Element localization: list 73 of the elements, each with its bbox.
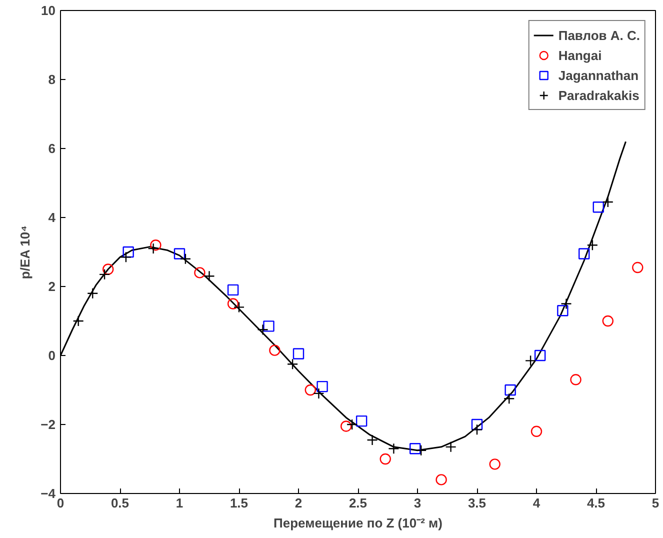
legend-label: Hangai: [558, 48, 602, 62]
y-tick-label: 8: [48, 72, 56, 87]
y-tick-label: 0: [48, 348, 56, 363]
point: [445, 441, 456, 453]
y-tick-label: 4: [48, 210, 56, 225]
y-tick-label: 2: [48, 279, 56, 294]
point: [530, 426, 542, 437]
point: [102, 264, 114, 275]
x-tick-label: 4.5: [586, 496, 606, 510]
point: [632, 262, 644, 274]
point: [204, 270, 215, 282]
point: [286, 358, 298, 370]
point: [578, 248, 590, 260]
point: [263, 320, 274, 332]
point: [534, 350, 546, 362]
point: [524, 355, 536, 366]
point: [227, 284, 239, 296]
y-tick-label: −2: [40, 417, 56, 432]
x-tick-label: 2: [294, 496, 302, 510]
legend-label: Павлов А. С.: [558, 28, 640, 42]
point: [292, 348, 304, 360]
point: [340, 420, 352, 432]
point: [504, 393, 515, 404]
point: [366, 434, 378, 446]
x-tick-label: 1: [176, 496, 184, 510]
legend-label: Paradrakakis: [558, 88, 640, 102]
x-tick-label: 5: [652, 496, 660, 510]
point: [570, 374, 582, 386]
point: [122, 246, 134, 258]
y-axis-title: p/EA 10⁴: [18, 225, 33, 280]
legend-label: Jagannathan: [558, 68, 639, 82]
x-tick-label: 2.5: [348, 496, 368, 510]
x-tick-label: 4: [532, 496, 541, 510]
point: [148, 242, 159, 254]
point: [194, 267, 206, 278]
point: [356, 415, 368, 427]
point: [313, 388, 324, 400]
point: [174, 248, 186, 260]
point: [304, 384, 316, 396]
x-axis-title: Перемещение по Z (10⁻² м): [274, 516, 442, 530]
point: [227, 298, 239, 310]
point: [120, 252, 132, 263]
point: [380, 453, 391, 465]
point: [150, 240, 162, 251]
y-tick-label: 10: [41, 3, 56, 18]
point: [557, 305, 568, 316]
point: [257, 324, 268, 336]
point: [602, 196, 614, 208]
point: [87, 288, 98, 299]
point: [233, 302, 245, 313]
point: [346, 418, 358, 430]
point: [436, 474, 447, 486]
point: [180, 253, 192, 264]
point: [98, 268, 110, 280]
x-tick-label: 3.5: [468, 496, 486, 510]
point: [504, 384, 516, 396]
point: [72, 315, 84, 327]
point: [316, 380, 328, 392]
point: [269, 344, 280, 356]
y-tick-label: 6: [48, 141, 56, 156]
point: [415, 444, 427, 456]
point: [471, 424, 483, 436]
y-tick-label: −4: [40, 486, 56, 501]
x-tick-label: 1.5: [230, 496, 248, 510]
point: [489, 458, 500, 470]
point: [592, 202, 604, 213]
point: [602, 315, 614, 327]
point: [560, 298, 572, 310]
point: [410, 443, 421, 454]
point: [586, 240, 598, 251]
x-tick-label: 0.5: [110, 496, 130, 510]
x-tick-label: 3: [414, 496, 422, 510]
point: [388, 443, 400, 454]
